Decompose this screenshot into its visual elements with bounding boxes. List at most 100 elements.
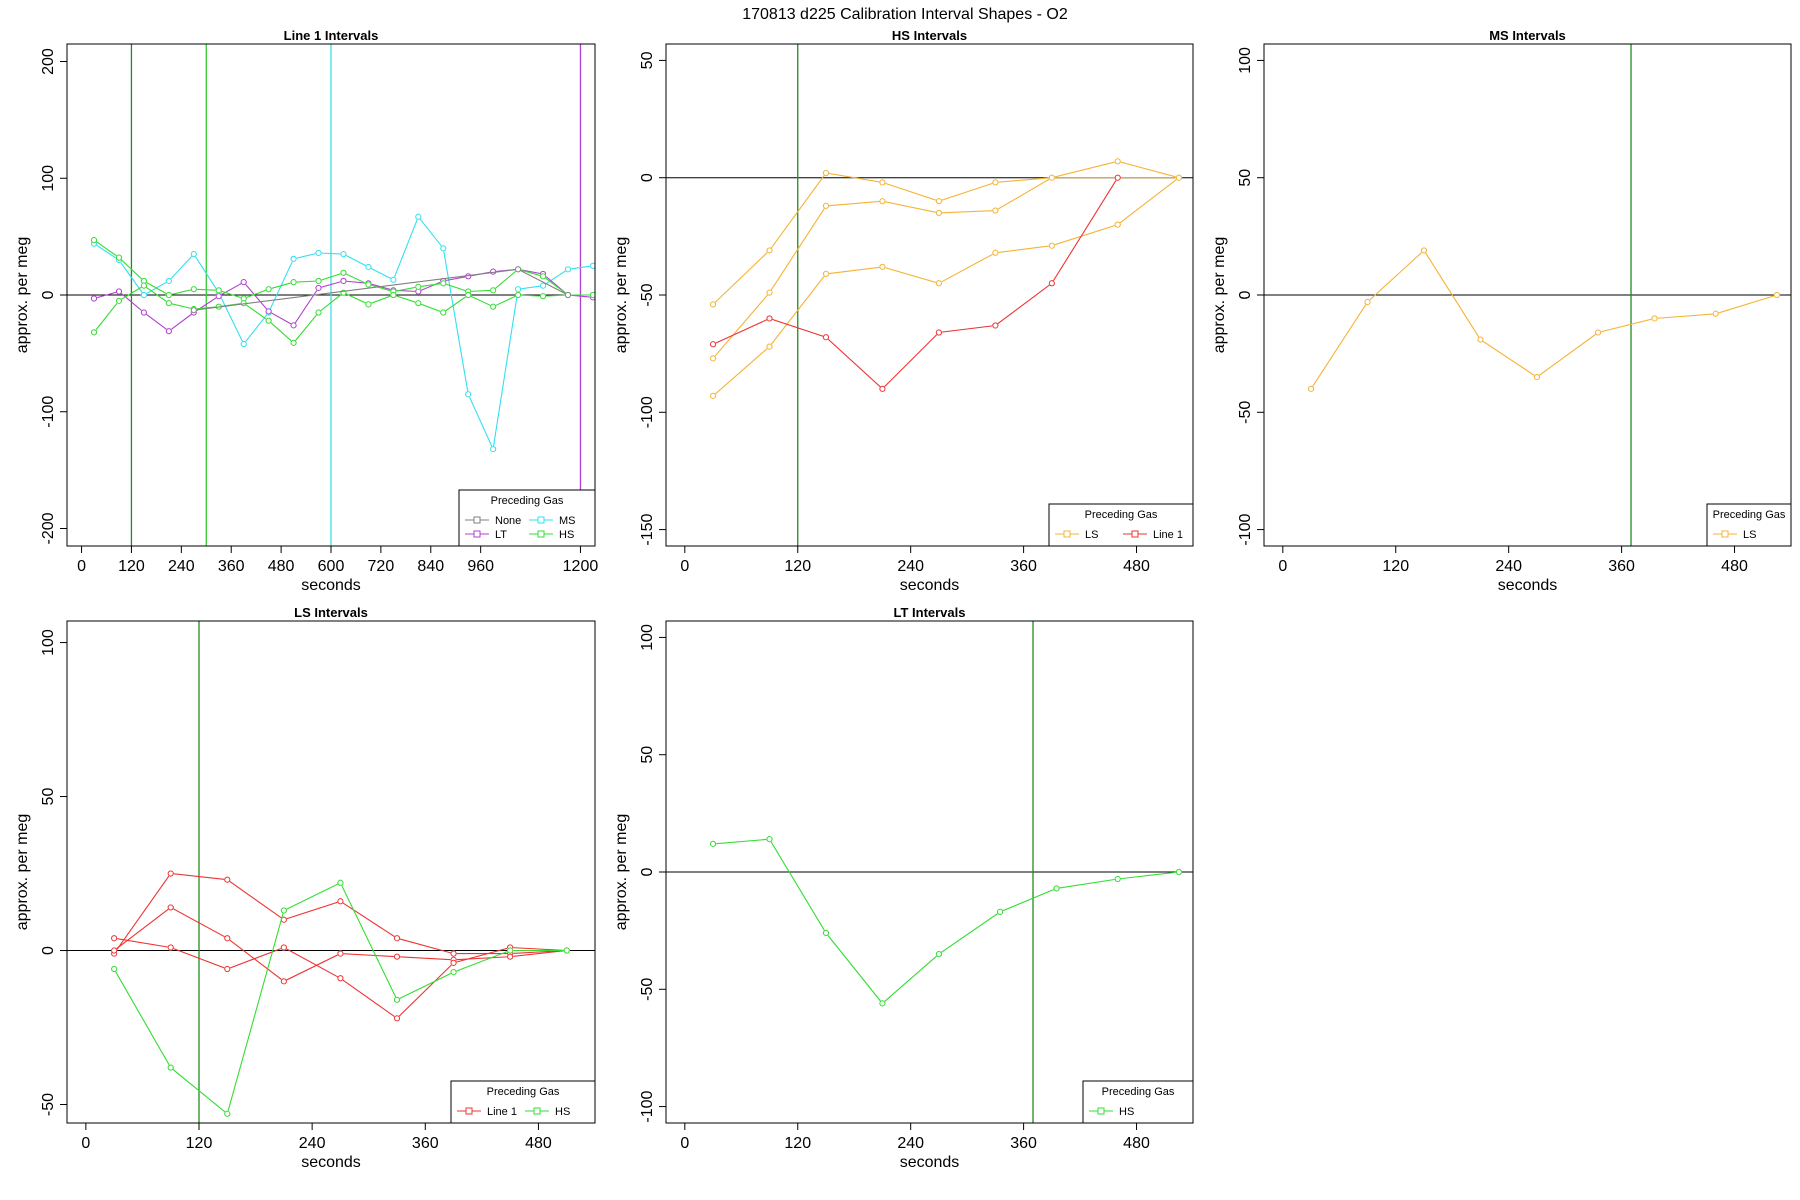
data-point xyxy=(766,836,773,843)
legend-label: HS xyxy=(559,529,574,541)
y-tick-label: -100 xyxy=(639,396,656,428)
data-point xyxy=(563,947,570,954)
data-point xyxy=(340,289,347,296)
data-point xyxy=(992,322,999,329)
legend-title: Preceding Gas xyxy=(1102,1086,1175,1098)
x-axis-label: seconds xyxy=(301,577,361,594)
y-tick-label: 0 xyxy=(639,867,656,876)
y-tick-label: 0 xyxy=(40,946,57,955)
data-point xyxy=(1048,242,1055,249)
data-point xyxy=(935,329,943,336)
data-point xyxy=(393,996,401,1003)
x-tick-label: 240 xyxy=(299,1135,326,1152)
data-point xyxy=(514,286,522,293)
data-point xyxy=(167,870,174,877)
data-point xyxy=(507,947,514,954)
legend-swatch-marker xyxy=(1721,530,1729,538)
y-tick-label: 200 xyxy=(40,48,57,75)
series-ls xyxy=(1307,247,1781,393)
data-point xyxy=(822,169,830,177)
x-tick-label: 0 xyxy=(680,558,689,575)
data-point xyxy=(709,301,717,308)
legend-label: Line 1 xyxy=(1153,529,1183,541)
data-point xyxy=(490,303,497,310)
series-ls xyxy=(709,158,1183,308)
y-tick-label: -50 xyxy=(639,283,656,306)
x-tick-label: 120 xyxy=(1382,558,1409,575)
series-line-1 xyxy=(110,935,570,1022)
legend: Preceding Gas Line 1 HS xyxy=(450,1080,596,1124)
data-point xyxy=(935,209,943,216)
data-point xyxy=(115,297,123,304)
legend: Preceding Gas HS xyxy=(1082,1080,1194,1124)
data-point xyxy=(290,279,297,286)
data-point xyxy=(564,266,572,273)
y-tick-label: 50 xyxy=(639,51,656,69)
data-point xyxy=(589,291,595,299)
x-tick-label: 0 xyxy=(77,558,86,575)
data-point xyxy=(1114,221,1121,228)
data-point xyxy=(440,309,447,316)
data-point xyxy=(280,978,287,985)
data-point xyxy=(140,291,148,299)
data-point xyxy=(539,293,547,300)
data-point xyxy=(507,953,514,960)
data-point xyxy=(224,965,231,973)
data-point xyxy=(240,279,247,286)
plot-area xyxy=(666,44,1193,546)
data-point xyxy=(111,947,118,954)
data-point xyxy=(1175,174,1182,181)
y-tick-label: -50 xyxy=(639,978,656,1001)
legend-box xyxy=(450,1080,596,1124)
data-point xyxy=(1533,374,1541,381)
legend-swatch-marker xyxy=(473,516,481,524)
data-point xyxy=(390,276,397,283)
data-point xyxy=(709,392,717,399)
y-axis-label: approx. per meg xyxy=(613,237,630,354)
legend: Preceding Gas LS xyxy=(1706,503,1792,547)
data-point xyxy=(564,291,572,299)
data-point xyxy=(879,1000,886,1007)
series-line xyxy=(712,160,1180,305)
data-point xyxy=(539,282,547,289)
data-point xyxy=(992,207,999,214)
data-point xyxy=(90,237,98,244)
data-point xyxy=(190,286,197,293)
plot-area xyxy=(666,621,1193,1123)
data-point xyxy=(111,935,118,942)
data-point xyxy=(450,959,457,966)
data-point xyxy=(340,269,347,276)
data-point xyxy=(822,929,830,937)
series-line-1 xyxy=(709,174,1121,393)
data-point xyxy=(1651,315,1658,322)
legend-box xyxy=(1706,503,1792,547)
data-point xyxy=(415,213,422,220)
data-point xyxy=(1175,868,1182,876)
y-tick-label: -100 xyxy=(40,396,57,428)
series-hs xyxy=(90,282,595,347)
x-tick-label: 0 xyxy=(680,1135,689,1152)
data-point xyxy=(165,291,172,299)
x-tick-label: 1200 xyxy=(563,558,599,575)
data-point xyxy=(1048,174,1055,181)
series-ls xyxy=(709,174,1183,362)
legend-label: None xyxy=(495,515,521,527)
y-tick-label: 100 xyxy=(40,629,57,656)
data-point xyxy=(450,968,457,976)
data-point xyxy=(879,263,886,270)
data-point xyxy=(490,446,497,453)
data-point xyxy=(337,898,344,905)
plot-area xyxy=(1264,44,1791,546)
series-ms xyxy=(90,213,595,453)
data-point xyxy=(365,263,372,271)
series-hs xyxy=(709,835,1183,1007)
series-hs xyxy=(110,879,570,1117)
data-point xyxy=(265,317,272,324)
x-axis-label: seconds xyxy=(900,1154,960,1171)
plot-area xyxy=(67,44,595,546)
data-point xyxy=(440,245,447,252)
panel-title: MS Intervals xyxy=(1489,28,1566,43)
x-tick-label: 960 xyxy=(467,558,494,575)
data-point xyxy=(992,249,999,256)
panel-0: Line 1 Intervals 0 120 240 360 480 600 720 840 96… xyxy=(14,28,598,594)
